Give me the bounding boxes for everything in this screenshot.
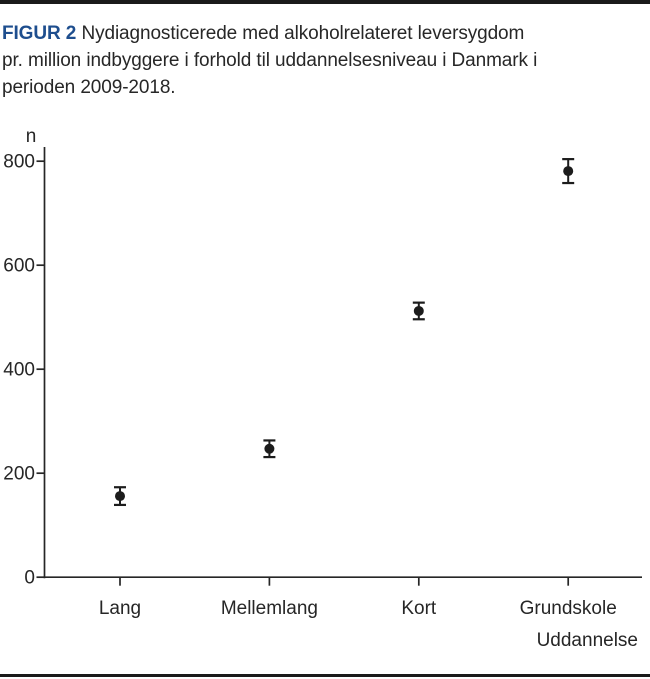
data-point-kort bbox=[412, 301, 425, 321]
figure-label: FIGUR 2 bbox=[2, 23, 77, 44]
x-axis-label: Uddannelse bbox=[537, 630, 638, 651]
figure-title: Nydiagnosticerede med alkoholrelateret l… bbox=[2, 23, 538, 98]
y-tick-label: 0 bbox=[24, 568, 35, 589]
data-point-grundskole bbox=[562, 158, 575, 185]
y-tick-label: 400 bbox=[3, 360, 35, 381]
top-rule bbox=[0, 0, 650, 4]
point-marker bbox=[413, 305, 424, 316]
y-tick-label: 800 bbox=[3, 152, 35, 173]
bottom-rule bbox=[0, 674, 650, 677]
point-marker bbox=[115, 491, 125, 502]
figure-caption: FIGUR 2 Nydiagnosticerede med alkoholrel… bbox=[2, 20, 648, 101]
point-marker bbox=[264, 443, 275, 454]
y-axis-label: n bbox=[26, 126, 37, 147]
data-point-lang bbox=[114, 486, 126, 507]
data-point-mellemlang bbox=[263, 439, 276, 459]
x-tick-label-lang: Lang bbox=[99, 598, 141, 619]
point-marker bbox=[563, 166, 574, 177]
x-tick-label-kort: Kort bbox=[401, 598, 437, 619]
x-tick-label-mellemlang: Mellemlang bbox=[221, 598, 318, 619]
y-tick-label: 600 bbox=[3, 256, 35, 277]
y-tick-label: 200 bbox=[3, 464, 35, 485]
x-tick-label-grundskole: Grundskole bbox=[520, 598, 617, 619]
